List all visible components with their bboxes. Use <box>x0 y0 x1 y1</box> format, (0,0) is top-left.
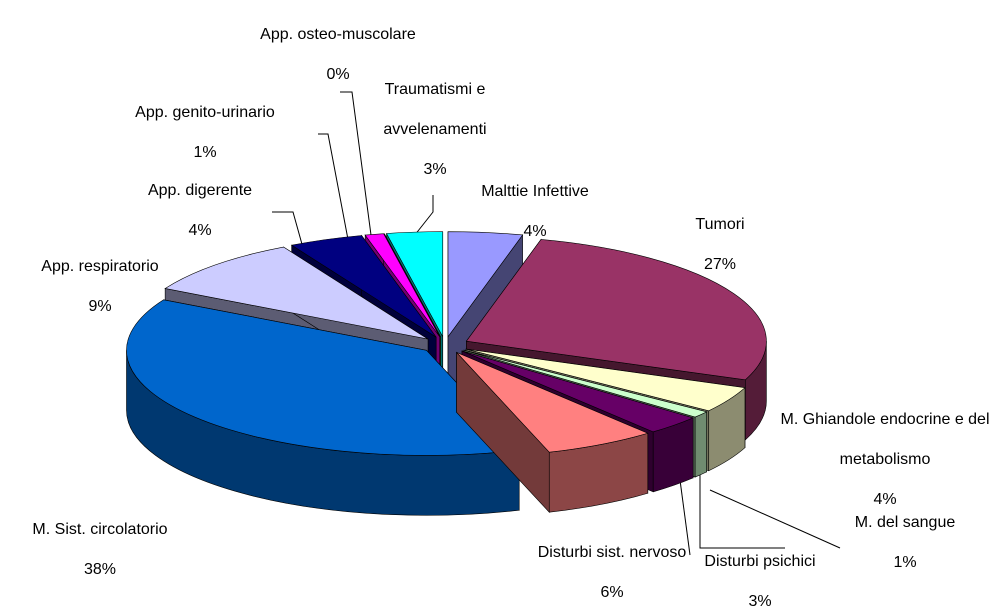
value-label: 6% <box>600 584 624 601</box>
category-label: Tumori <box>695 216 745 233</box>
leader-line <box>272 211 306 256</box>
leader-line <box>709 489 841 549</box>
slice-side <box>694 411 707 478</box>
slice-top <box>164 246 429 340</box>
slice-label: Tumori 27% <box>660 205 780 285</box>
leader-lines <box>272 91 841 556</box>
slice-label: App. genito-urinario 1% <box>110 93 300 173</box>
value-label: 4% <box>523 223 547 240</box>
value-label: 4% <box>873 491 897 508</box>
category-label: M. Ghiandole endocrine e del metabolismo <box>780 411 990 468</box>
value-label: 9% <box>88 298 112 315</box>
slice-label: M. Ghiandole endocrine e del metabolismo… <box>765 400 1005 520</box>
category-label: Traumatismi e avvelenamenti <box>383 81 487 138</box>
slice-label: App. osteo-muscolare 0% <box>238 15 438 95</box>
category-label: M. Sist. circolatorio <box>32 521 168 538</box>
category-label: App. osteo-muscolare <box>260 26 416 43</box>
slice-top <box>447 231 524 338</box>
slice-label: Traumatismi e avvelenamenti 3% <box>370 70 500 190</box>
category-label: M. del sangue <box>854 514 956 531</box>
slice-top <box>126 299 520 456</box>
slice-top <box>461 350 695 433</box>
value-label: 4% <box>188 222 212 239</box>
slice-label: App. respiratorio 9% <box>5 247 195 327</box>
slice-label: M. Sist. circolatorio 38% <box>0 510 200 590</box>
value-label: 38% <box>83 561 117 578</box>
slice-label: M. del sangue 1% <box>830 503 980 583</box>
value-label: 1% <box>193 144 217 161</box>
slice-top <box>465 239 767 381</box>
value-label: 1% <box>893 554 917 571</box>
value-label: 27% <box>703 256 737 273</box>
slice-top <box>463 349 708 418</box>
value-label: 3% <box>423 161 447 178</box>
slice-label: Disturbi psichici 3% <box>685 542 835 608</box>
slice-top <box>290 235 437 338</box>
category-label: Disturbi psichici <box>704 553 816 570</box>
slice-top <box>456 352 649 453</box>
slice-label: Disturbi sist. nervoso 6% <box>512 533 712 608</box>
category-label: Disturbi sist. nervoso <box>537 544 687 561</box>
slice-top <box>364 233 441 337</box>
slice-top <box>386 231 444 337</box>
category-label: Malttie Infettive <box>481 183 589 200</box>
value-label: 0% <box>326 66 350 83</box>
pie-slice <box>126 299 520 516</box>
category-label: App. genito-urinario <box>135 104 275 121</box>
value-label: 3% <box>748 593 772 608</box>
category-label: App. digerente <box>147 182 253 199</box>
category-label: App. respiratorio <box>41 258 159 275</box>
slice-top <box>465 348 746 412</box>
pie <box>126 231 767 516</box>
leader-line <box>340 91 374 251</box>
slice-label: Malttie Infettive 4% <box>435 172 635 252</box>
slice-top <box>384 233 441 337</box>
leader-line <box>699 468 785 549</box>
leader-line <box>679 479 691 556</box>
leader-line <box>318 133 351 251</box>
slice-label: App. digerente 4% <box>120 171 280 251</box>
pie-slice <box>456 351 649 513</box>
